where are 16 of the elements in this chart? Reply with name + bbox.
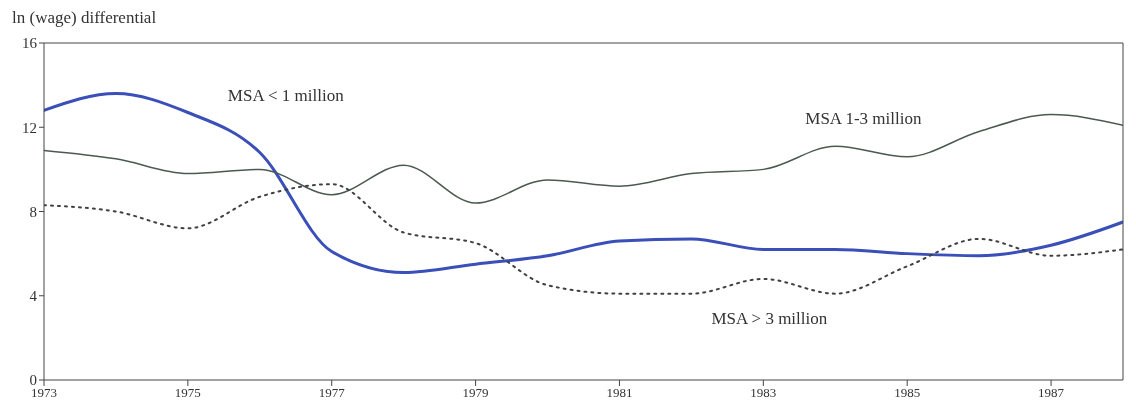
y-tick-label: 8 bbox=[29, 203, 37, 220]
x-tick-label: 1985 bbox=[894, 385, 921, 401]
y-tick-label: 16 bbox=[22, 35, 38, 52]
series-label: MSA 1-3 million bbox=[805, 109, 922, 129]
line-series bbox=[44, 113, 1123, 204]
y-tick-label: 12 bbox=[22, 119, 37, 136]
x-tick-label: 1987 bbox=[1038, 385, 1065, 401]
x-tick-label: 1981 bbox=[606, 385, 633, 401]
series-label: MSA < 1 million bbox=[227, 85, 345, 105]
y-tick-label: 4 bbox=[29, 288, 38, 305]
x-tick-label: 1975 bbox=[174, 385, 201, 401]
series-label: MSA > 3 million bbox=[711, 308, 828, 328]
x-tick-label: 1977 bbox=[318, 385, 346, 401]
y-axis-title: ln (wage) differential bbox=[12, 8, 157, 28]
x-tick-label: 1979 bbox=[462, 385, 489, 401]
x-tick-label: 1983 bbox=[750, 385, 777, 401]
